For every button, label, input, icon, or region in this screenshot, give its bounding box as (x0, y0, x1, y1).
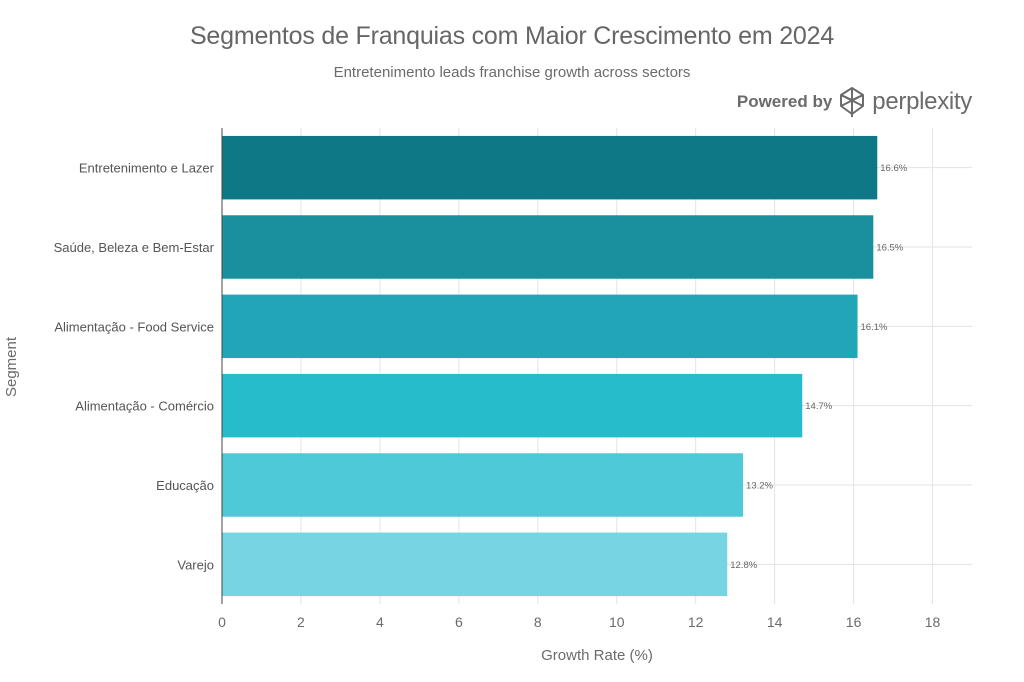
bar[interactable] (222, 453, 744, 517)
bar-value-label: 16.6% (880, 163, 907, 174)
bar-value-label: 14.7% (805, 401, 832, 412)
x-tick-label: 8 (534, 614, 542, 630)
bar-value-label: 16.1% (861, 322, 888, 333)
bar-value-label: 13.2% (746, 481, 773, 492)
powered-by-brand: perplexity (872, 88, 972, 115)
y-tick-label: Entretenimento e Lazer (79, 161, 215, 176)
y-tick-label: Educação (156, 478, 214, 493)
y-tick-label: Saúde, Beleza e Bem-Estar (54, 240, 215, 255)
y-tick-label: Alimentação - Comércio (75, 399, 214, 414)
perplexity-logo-icon (838, 86, 866, 118)
bar-value-label: 12.8% (730, 560, 757, 571)
x-tick-label: 18 (925, 614, 941, 630)
chart-subtitle: Entretenimento leads franchise growth ac… (333, 64, 691, 81)
x-tick-label: 2 (297, 614, 305, 630)
x-axis-title: Growth Rate (%) (541, 647, 653, 664)
bar[interactable] (222, 532, 728, 597)
x-tick-label: 4 (376, 614, 384, 630)
x-tick-label: 12 (688, 614, 704, 630)
bar[interactable] (222, 294, 858, 359)
x-tick-label: 10 (609, 614, 625, 630)
bar[interactable] (222, 373, 803, 438)
powered-by-badge[interactable]: Powered by perplexity (737, 86, 972, 118)
bar[interactable] (222, 135, 878, 200)
x-tick-label: 6 (455, 614, 463, 630)
y-tick-label: Varejo (177, 557, 214, 572)
y-axis-title: Segment (3, 336, 20, 397)
bar[interactable] (222, 215, 874, 279)
chart-title: Segmentos de Franquias com Maior Crescim… (189, 22, 835, 50)
bars: 16.6% 16.5% 16.1% 14.7% 13.2% 12.8% (222, 135, 908, 597)
y-tick-label: Alimentação - Food Service (54, 319, 214, 334)
bar-value-label: 16.5% (876, 243, 903, 254)
axes: 0 2 4 6 8 10 12 14 16 18 Entretenimento e Lazer Saú… (54, 128, 941, 630)
x-tick-label: 0 (218, 614, 226, 630)
powered-by-label: Powered by (736, 92, 833, 111)
x-tick-label: 14 (767, 614, 783, 630)
x-tick-label: 16 (846, 614, 862, 630)
